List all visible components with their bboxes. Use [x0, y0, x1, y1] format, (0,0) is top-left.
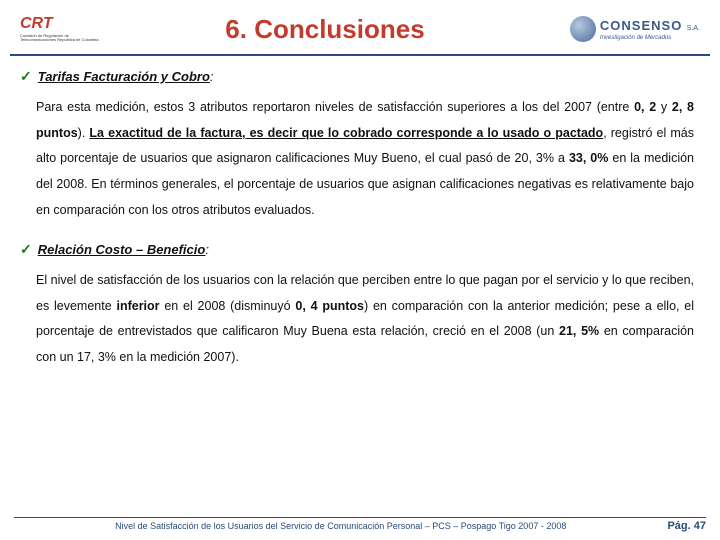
colon: :	[205, 242, 209, 257]
consenso-text: CONSENSO S.A. Investigación de Mercados	[600, 17, 700, 41]
logo-left: CRT Comisión de Regulación de Telecomuni…	[20, 9, 100, 49]
section-1-paragraph: Para esta medición, estos 3 atributos re…	[36, 95, 694, 223]
section-2-head: ✓ Relación Costo – Beneficio:	[20, 241, 694, 258]
text-bold-underline: La exactitud de la factura, es decir que…	[89, 126, 603, 140]
check-icon: ✓	[20, 241, 32, 258]
text: Para esta medición, estos 3 atributos re…	[36, 100, 634, 114]
section-1-head: ✓ Tarifas Facturación y Cobro:	[20, 68, 694, 85]
text-bold: 21, 5%	[559, 324, 599, 338]
check-icon: ✓	[20, 68, 32, 85]
text: y	[656, 100, 672, 114]
page-title: 6. Conclusiones	[100, 14, 550, 45]
crt-logo-text: CRT	[20, 16, 53, 32]
section-1-title: Tarifas Facturación y Cobro	[38, 69, 210, 84]
section-2-paragraph: El nivel de satisfacción de los usuarios…	[36, 268, 694, 371]
globe-icon	[570, 16, 596, 42]
consenso-logo: CONSENSO S.A. Investigación de Mercados	[570, 16, 700, 42]
text-bold: 0, 4 puntos	[295, 299, 364, 313]
text-bold: inferior	[116, 299, 159, 313]
footer-divider	[14, 517, 706, 519]
page-number: Pág. 47	[667, 520, 706, 532]
footer: Nivel de Satisfacción de los Usuarios de…	[0, 517, 720, 533]
consenso-name: CONSENSO	[600, 18, 682, 33]
text-bold: 0, 2	[634, 100, 656, 114]
text-bold: 33, 0%	[569, 151, 608, 165]
section-2-title: Relación Costo – Beneficio	[38, 242, 206, 257]
header: CRT Comisión de Regulación de Telecomuni…	[0, 0, 720, 54]
crt-logo-subtext: Comisión de Regulación de Telecomunicaci…	[20, 34, 100, 43]
text: en el 2008 (disminuyó	[160, 299, 296, 313]
header-divider	[10, 54, 710, 56]
consenso-sa: S.A.	[687, 25, 700, 32]
footer-row: Nivel de Satisfacción de los Usuarios de…	[14, 520, 706, 532]
consenso-tagline: Investigación de Mercados	[600, 35, 700, 41]
content: ✓ Tarifas Facturación y Cobro: Para esta…	[0, 68, 720, 371]
footer-text: Nivel de Satisfacción de los Usuarios de…	[14, 521, 667, 531]
logo-right: CONSENSO S.A. Investigación de Mercados	[550, 9, 700, 49]
colon: :	[210, 69, 214, 84]
text: ).	[78, 126, 90, 140]
